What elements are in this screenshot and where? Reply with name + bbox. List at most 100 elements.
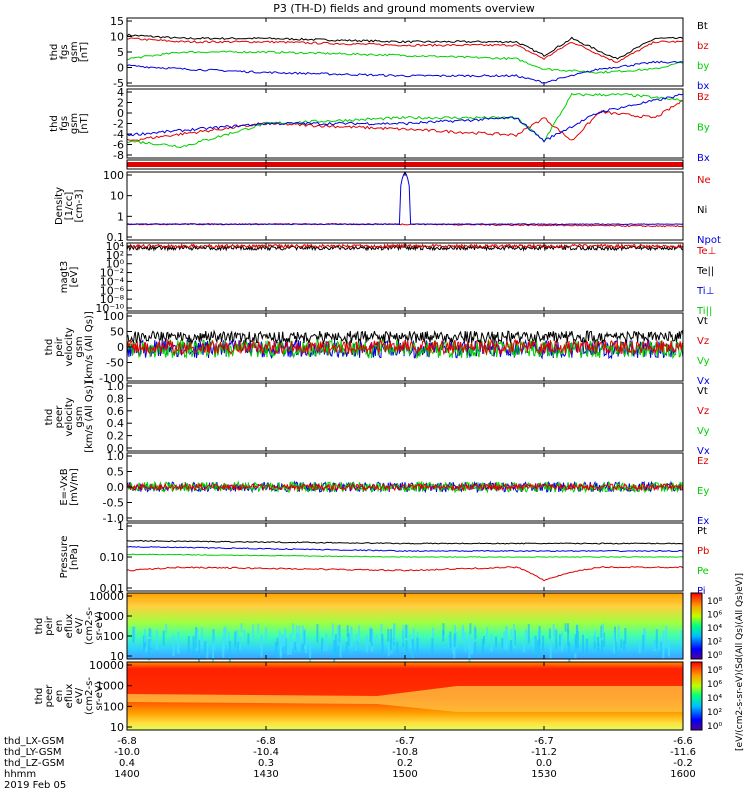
x-axis-value: -6.7 <box>534 736 554 747</box>
panel-frame <box>126 382 684 452</box>
spectrogram-streak <box>503 631 506 649</box>
spectrogram-streak <box>536 640 539 657</box>
spectrogram-streak <box>411 639 414 659</box>
spectrogram-streak <box>600 625 603 638</box>
spectrogram-streak <box>165 623 168 633</box>
y-tick-label: 10² <box>106 249 124 262</box>
series-line-by <box>126 92 684 149</box>
series-line-bz <box>126 37 684 63</box>
legend-label-ey: Ey <box>697 486 709 497</box>
legend-label-vt: Vt <box>697 386 708 397</box>
y-tick-label: 100 <box>103 310 124 323</box>
spectrogram-streak <box>365 635 368 653</box>
spectrogram-streak <box>575 638 578 649</box>
spectrogram-streak <box>305 636 307 654</box>
y-tick-label: 0.0 <box>107 442 125 455</box>
y-tick-label: -2 <box>113 118 124 131</box>
y-tick-label: 0.0 <box>107 481 125 494</box>
spectrogram-streak <box>567 629 570 647</box>
spectrogram-streak <box>525 631 528 641</box>
y-tick-label: 1.0 <box>107 450 125 463</box>
y-axis-label: sr-eV) <box>94 611 105 640</box>
spectrogram-streak <box>620 639 623 648</box>
spectrogram-streak <box>594 631 596 642</box>
spectrogram-streak <box>195 627 198 648</box>
spectrogram-streak <box>358 625 361 641</box>
y-tick-label: 100 <box>103 169 124 182</box>
spectrogram-streak <box>668 639 670 657</box>
series-line-npot <box>126 171 684 226</box>
spectrogram-streak <box>501 638 504 648</box>
x-axis-row-label: hhmm <box>4 769 36 780</box>
spectrogram-streak <box>227 632 230 649</box>
spectrogram-streak <box>144 639 147 648</box>
y-axis-label: velocity <box>64 327 75 366</box>
x-axis-value: -11.6 <box>670 747 696 758</box>
legend-label-by: By <box>697 123 710 134</box>
spectrogram-streak <box>369 628 372 643</box>
spectrogram-streak <box>309 641 312 662</box>
spectrogram-streak <box>345 641 348 660</box>
spectrogram-streak <box>638 640 641 653</box>
legend-label-te⊥: Te⊥ <box>696 246 716 257</box>
legend-label-vy: Vy <box>697 356 710 367</box>
y-tick-label: 0.2 <box>107 430 125 443</box>
x-axis-value: -0.2 <box>673 758 693 769</box>
spectrogram-streak <box>387 638 390 657</box>
y-axis-label: (cm2-s- <box>84 607 95 645</box>
y-axis-label: [km/s (All Qs)] <box>84 381 95 453</box>
x-axis-value: 1430 <box>253 769 278 780</box>
velocity-vz <box>126 338 684 356</box>
spectrogram-streak <box>624 628 627 645</box>
spectrogram-streak <box>177 631 180 653</box>
y-tick-label: 10 <box>110 650 124 663</box>
y-tick-label: 15 <box>110 15 124 28</box>
spectrogram-streak <box>617 625 620 642</box>
spectrogram-streak <box>346 625 349 637</box>
spectrogram-streak <box>405 624 408 638</box>
spectrogram-streak <box>402 625 405 643</box>
colorbar-tick-label: 10⁰ <box>707 651 722 661</box>
y-tick-label: -100 <box>99 372 124 385</box>
x-axis-value: 1530 <box>531 769 556 780</box>
y-tick-label: -5 <box>113 77 124 90</box>
spectrogram-streak <box>481 639 484 656</box>
spectrogram-streak <box>548 628 551 639</box>
spectrogram-streak <box>350 628 353 649</box>
spectrogram-streak <box>155 629 158 650</box>
spectrogram-streak <box>597 642 600 652</box>
y-axis-label: fgs <box>59 44 70 59</box>
spectrogram-streak <box>337 638 340 654</box>
spectrogram-streak <box>278 630 281 639</box>
y-axis-label: [mV/m] <box>69 468 80 506</box>
colorbar-tick-label: 10² <box>707 708 722 718</box>
colorbar-tick-label: 10⁰ <box>707 722 722 732</box>
spectrogram-streak <box>474 627 477 640</box>
spectrogram-streak <box>148 628 151 637</box>
spectrogram-streak <box>287 642 290 655</box>
y-tick-label: 10000 <box>89 659 124 672</box>
x-axis-value: 1400 <box>114 769 139 780</box>
spectrogram-streak <box>292 623 295 635</box>
y-tick-label: 10⁴ <box>106 240 125 253</box>
y-tick-label: 10⁻² <box>100 267 124 280</box>
y-tick-label: 0.01 <box>100 582 125 595</box>
legend-label-vx: Vx <box>697 446 710 457</box>
spectrogram-streak <box>561 631 564 652</box>
legend-label-npot: Npot <box>697 235 721 246</box>
spectrogram-streak <box>297 636 300 652</box>
spectrogram-streak <box>200 627 203 649</box>
legend-label-bt: Bt <box>697 21 708 32</box>
spectrogram-streak <box>347 633 350 646</box>
y-axis-label: [eV] <box>69 267 80 288</box>
legend-label-bz: bz <box>697 41 709 52</box>
colorbar-tick-label: 10⁴ <box>707 624 722 634</box>
x-axis-value: 1500 <box>392 769 417 780</box>
spectrogram-streak <box>416 637 419 655</box>
y-axis-label: en <box>54 620 65 633</box>
series-line-pb <box>126 566 684 582</box>
spectrogram-streak <box>527 624 530 644</box>
legend-label-ni: Ni <box>697 205 707 216</box>
spectrogram-streak <box>222 636 225 653</box>
